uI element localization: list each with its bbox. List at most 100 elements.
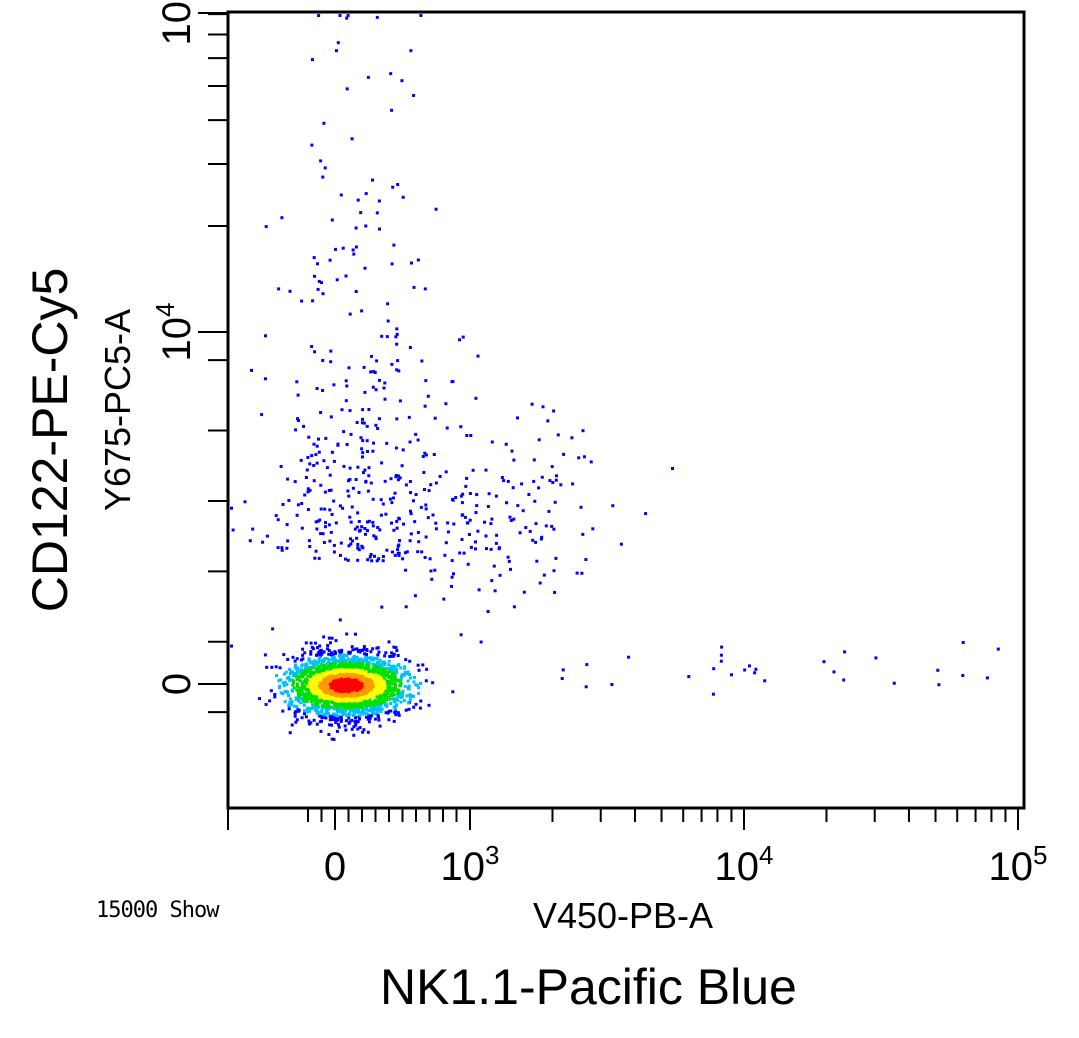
data-point [407, 684, 411, 688]
data-point [315, 527, 319, 531]
data-point [360, 711, 364, 715]
data-point [468, 518, 472, 522]
data-point [297, 678, 301, 682]
data-point [532, 479, 536, 483]
data-point [580, 571, 584, 575]
data-point [319, 507, 323, 511]
data-point [366, 681, 370, 685]
data-point [358, 717, 362, 721]
data-point [386, 691, 390, 695]
data-point [339, 658, 342, 662]
data-point [874, 656, 878, 660]
data-point [361, 703, 365, 707]
data-point [377, 667, 381, 671]
data-point [388, 697, 392, 701]
data-point [381, 689, 385, 693]
data-point [461, 492, 465, 496]
data-point [348, 712, 352, 715]
data-point [374, 657, 378, 661]
data-point [358, 674, 362, 678]
data-point [265, 665, 269, 669]
data-point [281, 709, 285, 713]
x-tick-label: 103 [441, 840, 500, 889]
data-point [403, 665, 407, 669]
data-point [370, 696, 374, 699]
data-point [315, 722, 319, 726]
data-point [274, 665, 278, 669]
data-point [354, 290, 358, 293]
data-point [303, 669, 307, 673]
data-point [338, 651, 342, 655]
data-point [329, 360, 333, 364]
data-point [577, 456, 581, 460]
data-point [356, 686, 360, 690]
data-point [443, 553, 447, 557]
data-point [412, 680, 416, 684]
data-point [345, 677, 349, 681]
data-point [534, 540, 538, 544]
data-point [360, 695, 364, 698]
data-point [351, 713, 355, 717]
data-point [314, 641, 317, 645]
data-point [551, 481, 555, 484]
data-point [339, 193, 343, 197]
data-point [506, 479, 510, 483]
data-point [285, 676, 289, 680]
data-point [365, 662, 369, 666]
data-point [490, 440, 494, 444]
data-point [475, 504, 479, 508]
data-point [406, 687, 410, 690]
data-point [305, 699, 309, 703]
data-point [401, 448, 405, 452]
data-point [367, 466, 371, 470]
data-point [366, 520, 369, 524]
data-point [414, 683, 418, 687]
data-point [393, 697, 397, 701]
data-point [417, 686, 421, 690]
data-point [336, 699, 340, 703]
data-point [484, 468, 488, 472]
data-point [493, 589, 497, 593]
data-point [528, 529, 532, 533]
data-point [315, 698, 319, 702]
data-point [297, 419, 300, 422]
data-point [338, 504, 342, 508]
data-point [485, 547, 488, 551]
data-point [351, 673, 355, 677]
data-point [452, 572, 455, 576]
data-point [397, 691, 401, 695]
data-point [378, 662, 381, 666]
data-point [394, 667, 398, 671]
data-point [326, 644, 330, 647]
data-point [492, 564, 496, 568]
data-point [522, 590, 526, 594]
data-point [326, 702, 330, 706]
data-point [360, 421, 364, 425]
data-point [369, 481, 373, 485]
data-point [390, 681, 393, 685]
data-point [380, 701, 384, 705]
data-point [378, 658, 382, 662]
data-point [387, 718, 391, 722]
data-point [312, 678, 316, 682]
data-point [489, 547, 493, 551]
data-point [313, 690, 317, 694]
data-point [314, 666, 318, 670]
plot-frame [226, 10, 1026, 810]
data-point [362, 645, 366, 649]
data-point [388, 497, 392, 501]
data-point [324, 691, 328, 695]
data-point [584, 685, 588, 689]
data-point [303, 651, 307, 655]
data-point [355, 697, 359, 701]
data-point [421, 455, 425, 458]
data-point [322, 689, 326, 693]
data-point [404, 605, 408, 609]
y-tick-label: 105 [150, 0, 199, 45]
data-point [434, 527, 438, 531]
data-point [498, 573, 502, 577]
data-point [281, 503, 285, 506]
data-point [365, 439, 369, 443]
data-point [381, 667, 385, 671]
data-point [552, 527, 556, 531]
